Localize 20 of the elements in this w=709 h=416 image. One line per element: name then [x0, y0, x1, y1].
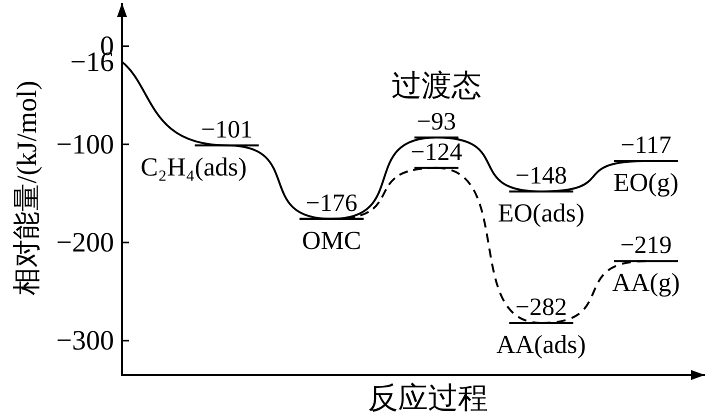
ytick: −300	[56, 326, 114, 357]
annotation: 过渡态	[391, 69, 482, 102]
annotation: EO(ads)	[498, 198, 585, 228]
value-label: −219	[620, 232, 672, 260]
ytick: −100	[56, 129, 114, 160]
xlabel: 反应过程	[368, 382, 488, 415]
value-label: −176	[306, 190, 358, 217]
annotation: EO(g)	[614, 168, 678, 198]
annotation: OMC	[302, 226, 362, 255]
ytick: −200	[56, 228, 114, 258]
value-label: −117	[620, 132, 672, 160]
value-label: −124	[410, 138, 462, 166]
value-label: −93	[416, 108, 456, 136]
value-label: −148	[515, 162, 567, 190]
value-label: −101	[201, 116, 253, 144]
annotation: C₂H₄(ads)	[140, 152, 247, 182]
ylabel: 相对能量/(kJ/mol)	[12, 80, 43, 296]
value-label: −282	[515, 294, 567, 321]
annotation: AA(g)	[612, 268, 680, 298]
annotation: AA(ads)	[496, 330, 586, 359]
